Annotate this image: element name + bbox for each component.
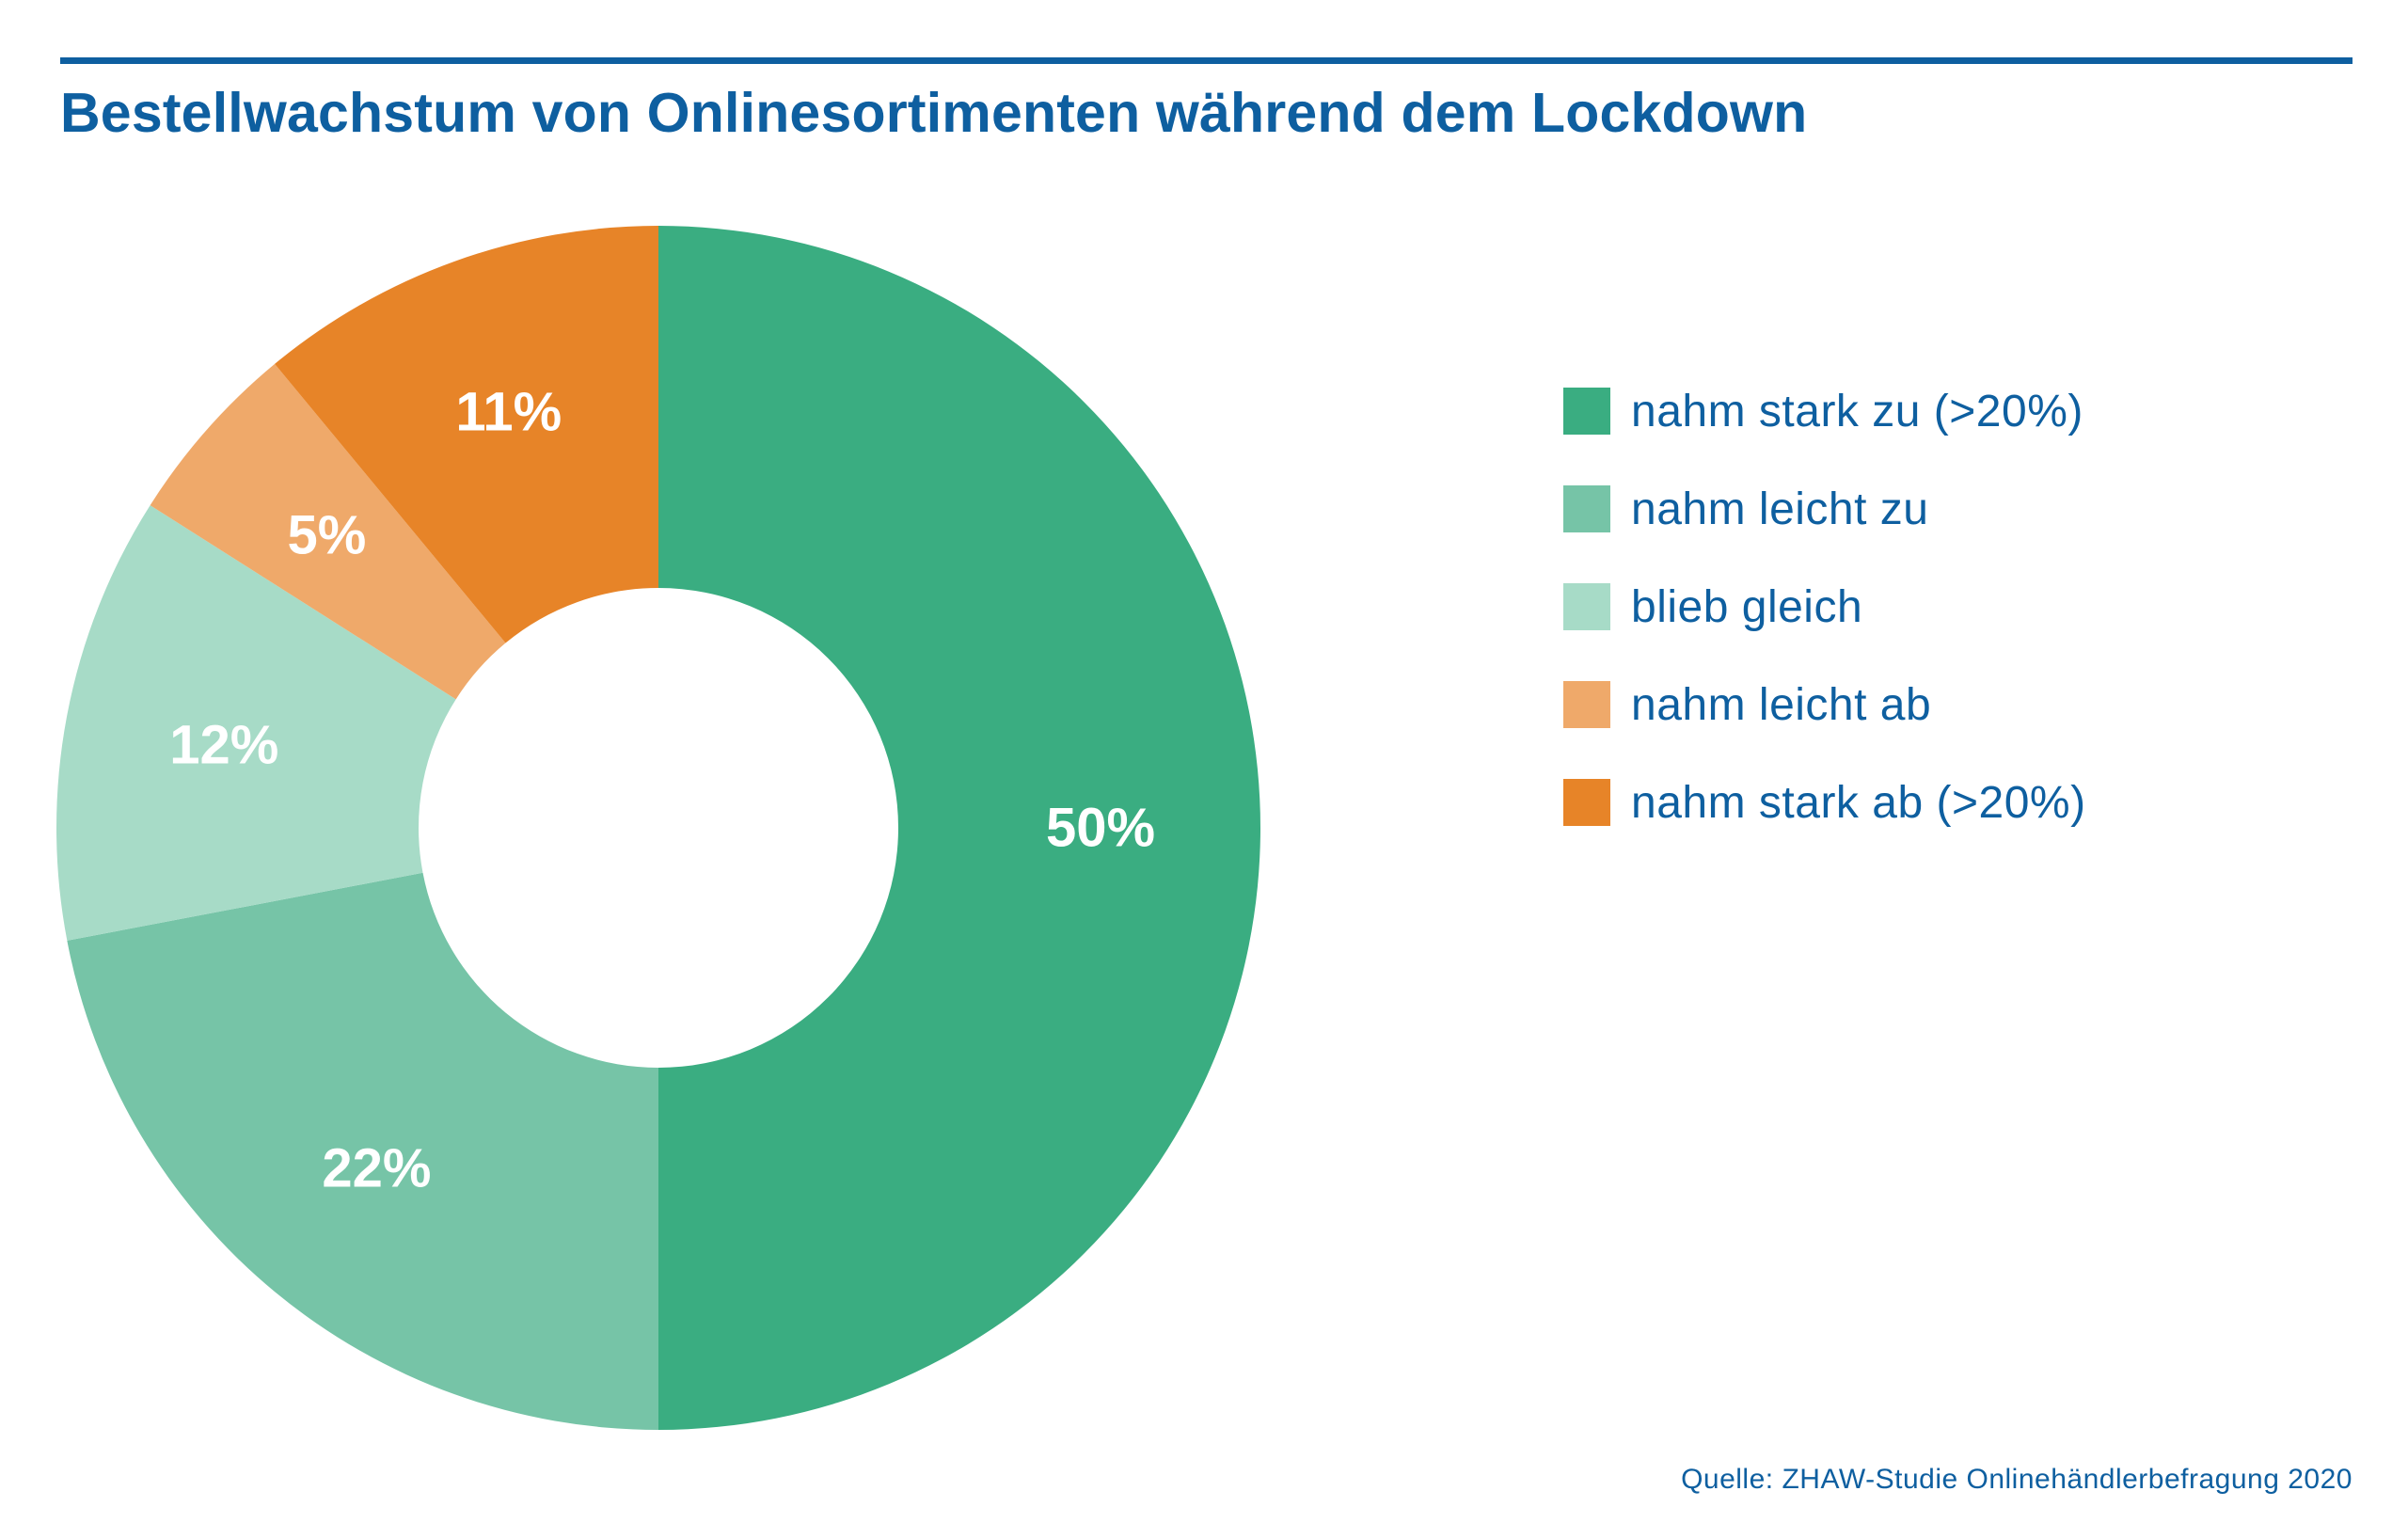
slice-value-label-4: 5% <box>288 505 367 566</box>
legend: nahm stark zu (>20%) nahm leicht zu blieb … <box>1563 362 2086 851</box>
legend-item-2: nahm leicht zu <box>1563 460 2086 558</box>
legend-swatch-3 <box>1563 583 1610 630</box>
slice-value-label-3: 12% <box>169 714 278 775</box>
donut-slice-3 <box>56 505 456 941</box>
donut-slice-5 <box>275 226 658 643</box>
legend-item-3: blieb gleich <box>1563 558 2086 656</box>
slice-value-label-5: 11% <box>455 381 562 442</box>
slice-value-label-1: 50% <box>1046 798 1155 859</box>
donut-chart: 50% 22% 12% 5% 11% <box>56 226 1260 1430</box>
legend-label-2: nahm leicht zu <box>1631 484 1929 534</box>
legend-swatch-2 <box>1563 485 1610 532</box>
legend-swatch-4 <box>1563 681 1610 728</box>
top-rule <box>60 57 2353 64</box>
chart-title: Bestellwachstum von Onlinesortimenten wä… <box>60 82 1808 144</box>
donut-slice-1 <box>658 226 1260 1430</box>
legend-item-5: nahm stark ab (>20%) <box>1563 754 2086 851</box>
slice-value-label-2: 22% <box>322 1138 431 1199</box>
legend-item-1: nahm stark zu (>20%) <box>1563 362 2086 460</box>
legend-swatch-1 <box>1563 388 1610 435</box>
donut-slice-2 <box>67 872 658 1430</box>
legend-label-3: blieb gleich <box>1631 581 1863 632</box>
legend-label-1: nahm stark zu (>20%) <box>1631 386 2083 436</box>
donut-slice-labels: 50% 22% 12% 5% 11% <box>169 381 1155 1198</box>
legend-label-5: nahm stark ab (>20%) <box>1631 777 2086 828</box>
donut-slice-4 <box>150 363 506 700</box>
source-note: Quelle: ZHAW-Studie Onlinehändlerbefragu… <box>1681 1464 2353 1495</box>
legend-label-4: nahm leicht ab <box>1631 679 1932 730</box>
legend-item-4: nahm leicht ab <box>1563 656 2086 754</box>
legend-swatch-5 <box>1563 779 1610 826</box>
donut-slices <box>56 226 1260 1430</box>
